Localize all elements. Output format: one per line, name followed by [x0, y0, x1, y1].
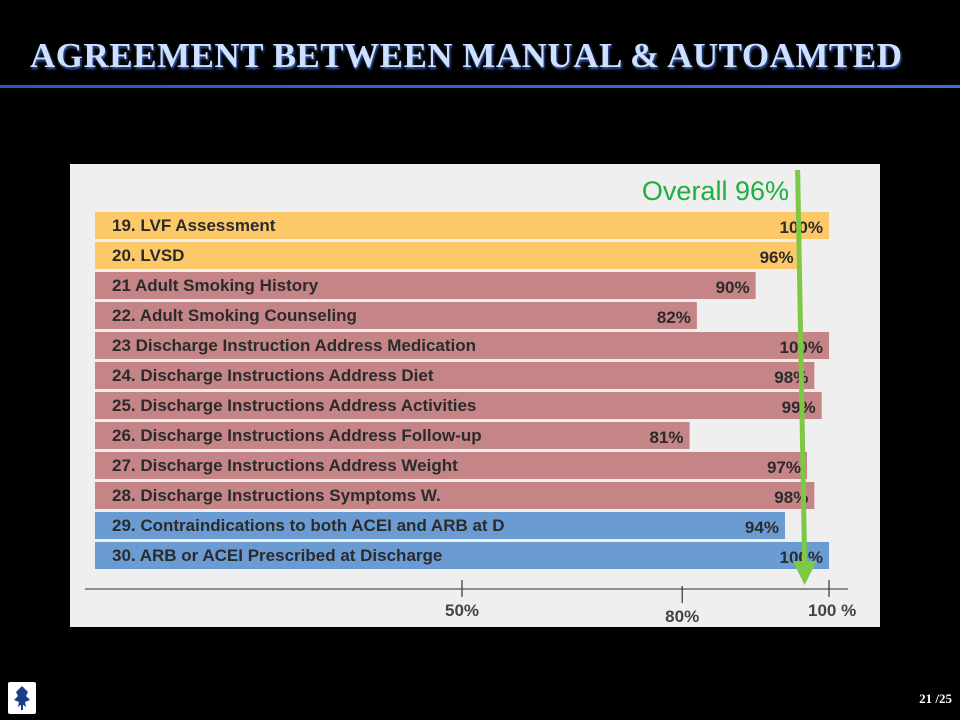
overall-arrow-shaft [795, 169, 808, 563]
bar-category-label: 30. ARB or ACEI Prescribed at Discharge [112, 546, 442, 565]
bar-category-label: 24. Discharge Instructions Address Diet [112, 366, 434, 385]
bar-value-label: 97% [767, 458, 801, 477]
bar-group: 29. Contraindications to both ACEI and A… [95, 512, 785, 539]
chart-panel: 19. LVF Assessment 100% 20. LVSD 96% 21 Adul… [70, 164, 880, 627]
x-tick-label: 80% [665, 607, 699, 626]
bars-layer: 19. LVF Assessment 100%20. LVSD 96%21 Adul… [95, 212, 829, 569]
bar-group: 27. Discharge Instructions Address Weigh… [95, 452, 807, 479]
bar-value-label: 100% [780, 218, 823, 237]
bar-group: 20. LVSD 96% [95, 242, 800, 269]
x-tick-label: 100 % [808, 601, 856, 620]
bar-category-label: 23 Discharge Instruction Address Medicat… [112, 336, 476, 355]
bar-value-label: 81% [650, 428, 684, 447]
slide-title: AGREEMENT BETWEEN MANUAL & AUTOAMTED [30, 36, 903, 75]
bar-category-label: 25. Discharge Instructions Address Activ… [112, 396, 476, 415]
bar-category-label: 28. Discharge Instructions Symptoms W. [112, 486, 441, 505]
bar-category-label: 21 Adult Smoking History [112, 276, 319, 295]
oak-leaf-icon [14, 686, 30, 710]
bar-category-label: 26. Discharge Instructions Address Follo… [112, 426, 482, 445]
bar-value-label: 94% [745, 518, 779, 537]
bar [95, 542, 829, 569]
bar-chart: 19. LVF Assessment 100%20. LVSD 96%21 Adul… [85, 169, 856, 626]
page-number: 21 /25 [919, 691, 952, 706]
x-axis: 50% 80% 100 % [85, 580, 856, 626]
bar-category-label: 29. Contraindications to both ACEI and A… [112, 516, 505, 535]
bar [95, 302, 697, 329]
bar [95, 272, 756, 299]
bar-group: 30. ARB or ACEI Prescribed at Discharge 1… [95, 542, 829, 569]
bar [95, 422, 690, 449]
bar [95, 332, 829, 359]
bar-group: 28. Discharge Instructions Symptoms W. 98… [95, 482, 815, 509]
bar-category-label: 22. Adult Smoking Counseling [112, 306, 357, 325]
bar-value-label: 82% [657, 308, 691, 327]
bar [95, 392, 822, 419]
overall-marker: Overall 96% [642, 169, 817, 585]
bar-group: 21 Adult Smoking History 90% [95, 272, 756, 299]
bar-category-label: 20. LVSD [112, 246, 184, 265]
title-divider [0, 85, 960, 88]
bar [95, 482, 815, 509]
university-logo [8, 682, 36, 714]
bar [95, 242, 800, 269]
bar-group: 22. Adult Smoking Counseling 82% [95, 302, 697, 329]
bar-group: 24. Discharge Instructions Address Diet 9… [95, 362, 815, 389]
bar-value-label: 96% [760, 248, 794, 267]
overall-label: Overall 96% [642, 176, 789, 206]
bar-group: 25. Discharge Instructions Address Activ… [95, 392, 822, 419]
bar-value-label: 90% [716, 278, 750, 297]
bar [95, 512, 785, 539]
bar-group: 19. LVF Assessment 100% [95, 212, 829, 239]
bar-group: 23 Discharge Instruction Address Medicat… [95, 332, 829, 359]
overall-arrow-head [792, 561, 817, 585]
bar [95, 212, 829, 239]
bar-value-label: 98% [774, 488, 808, 507]
x-tick-label: 50% [445, 601, 479, 620]
bar-category-label: 27. Discharge Instructions Address Weigh… [112, 456, 458, 475]
bar-category-label: 19. LVF Assessment [112, 216, 276, 235]
bar [95, 452, 807, 479]
bar [95, 362, 815, 389]
bar-value-label: 99% [782, 398, 816, 417]
bar-group: 26. Discharge Instructions Address Follo… [95, 422, 690, 449]
